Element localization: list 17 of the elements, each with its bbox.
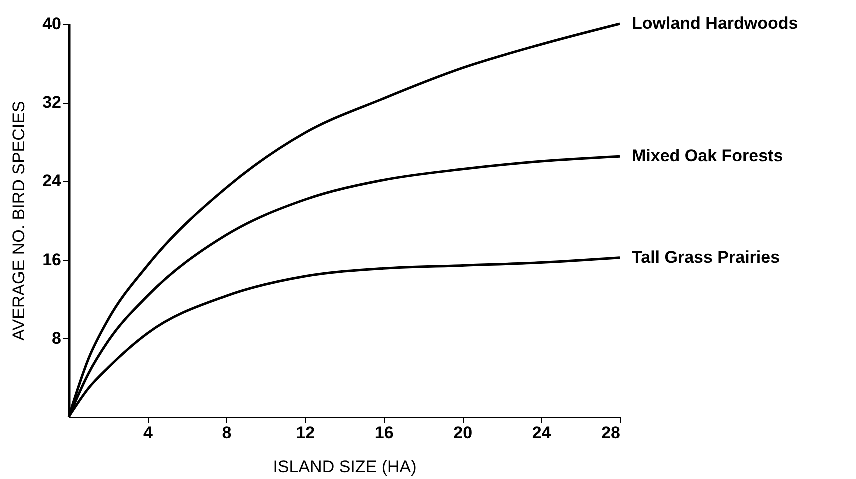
x-axis-title: ISLAND SIZE (HA) <box>273 458 417 476</box>
y-tick-label: 24 <box>42 172 62 191</box>
y-axis-title: AVERAGE NO. BIRD SPECIES <box>10 101 29 341</box>
series-label: Mixed Oak Forests <box>632 146 784 166</box>
series-label: Lowland Hardwoods <box>632 14 798 33</box>
series-label: Tall Grass Prairies <box>632 248 780 267</box>
y-tick-label: 32 <box>42 93 62 112</box>
x-tick-label: 24 <box>532 424 552 442</box>
x-tick-label: 8 <box>222 424 232 442</box>
x-tick-label: 16 <box>374 424 394 442</box>
x-tick-label: 12 <box>296 424 316 442</box>
y-tick-label: 40 <box>42 14 62 34</box>
x-tick-label: 4 <box>143 424 154 442</box>
x-tick-label: 28 <box>602 424 620 442</box>
y-tick-label: 8 <box>52 328 62 348</box>
x-tick-label: 20 <box>454 424 473 442</box>
y-tick-label: 16 <box>42 250 62 270</box>
